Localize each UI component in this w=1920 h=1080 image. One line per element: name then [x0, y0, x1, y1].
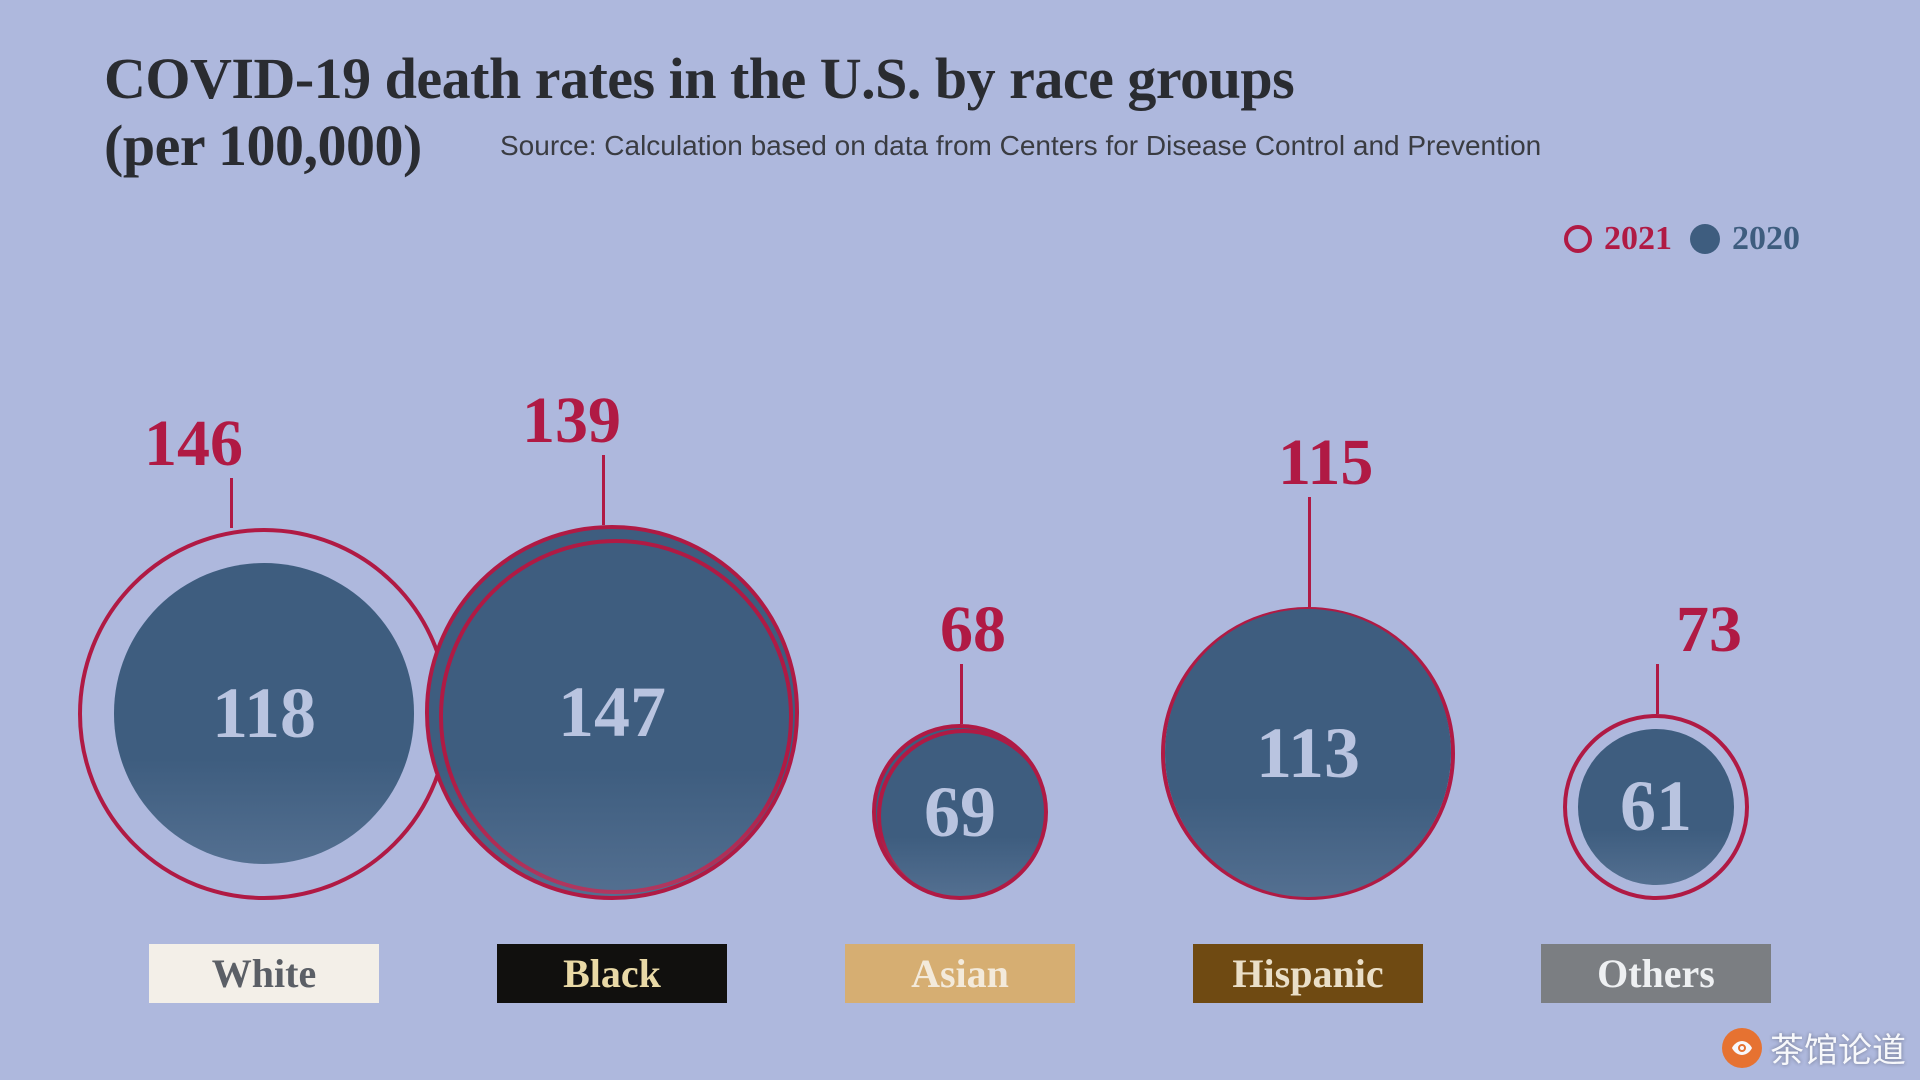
legend-label: 2021 [1604, 220, 1672, 258]
category-label-asian: Asian [845, 944, 1075, 1003]
label-cell: Asian [790, 944, 1130, 1003]
outer-ring: 61 [1563, 714, 1749, 900]
eye-icon [1730, 1036, 1754, 1060]
category-label-others: Others [1541, 944, 1771, 1003]
value-2020: 69 [924, 771, 996, 854]
value-2021: 139 [522, 383, 621, 459]
group-white: 118146 [94, 528, 434, 900]
group-asian: 6968 [790, 724, 1130, 900]
legend: 2021 2020 [1564, 220, 1800, 258]
label-cell: Others [1486, 944, 1826, 1003]
callout-stem [602, 455, 605, 525]
bubble-white: 118146 [78, 528, 450, 900]
label-cell: White [94, 944, 434, 1003]
label-cell: Hispanic [1138, 944, 1478, 1003]
bubble-others: 6173 [1563, 714, 1749, 900]
group-hispanic: 113115 [1138, 607, 1478, 900]
watermark-text: 茶馆论道 [1770, 1023, 1906, 1072]
title-line-1: COVID-19 death rates in the U.S. by race… [104, 46, 1294, 111]
value-2020: 147 [558, 671, 666, 754]
value-2020: 113 [1256, 712, 1360, 795]
bubble-asian: 6968 [872, 724, 1048, 900]
watermark: 茶馆论道 [1722, 1023, 1906, 1072]
callout-stem [1656, 664, 1659, 714]
label-cell: Black [442, 944, 782, 1003]
bubble-row: 11814614713969681131156173 [0, 400, 1920, 900]
bubble-black: 147139 [425, 525, 800, 900]
inner-fill: 69 [872, 724, 1048, 900]
value-2021: 68 [940, 592, 1006, 668]
chart-canvas: COVID-19 death rates in the U.S. by race… [0, 0, 1920, 1080]
inner-fill: 61 [1578, 729, 1734, 885]
legend-ring-icon [1564, 225, 1592, 253]
callout-stem [960, 664, 963, 724]
legend-item-2021: 2021 [1564, 220, 1672, 258]
legend-item-2020: 2020 [1690, 220, 1800, 258]
outer-ring: 118 [78, 528, 450, 900]
inner-fill: 118 [114, 563, 415, 864]
source-note: Source: Calculation based on data from C… [500, 130, 1541, 162]
callout-stem [230, 478, 233, 528]
category-label-hispanic: Hispanic [1193, 944, 1423, 1003]
legend-dot-icon [1690, 224, 1720, 254]
title-line-2: (per 100,000) [104, 113, 422, 178]
inner-fill: 113 [1165, 609, 1450, 897]
category-label-white: White [149, 944, 379, 1003]
group-black: 147139 [442, 525, 782, 900]
inner-fill: 147 [425, 525, 800, 900]
bubble-hispanic: 113115 [1161, 607, 1454, 900]
outer-ring: 113 [1161, 607, 1454, 900]
legend-label: 2020 [1732, 220, 1800, 258]
value-2021: 73 [1676, 592, 1742, 668]
watermark-icon [1722, 1028, 1762, 1068]
group-others: 6173 [1486, 714, 1826, 900]
value-2020: 118 [212, 672, 316, 755]
category-label-black: Black [497, 944, 727, 1003]
callout-stem [1308, 497, 1311, 607]
category-label-row: White Black Asian Hispanic Others [0, 944, 1920, 1003]
value-2020: 61 [1620, 765, 1692, 848]
value-2021: 115 [1278, 425, 1373, 501]
value-2021: 146 [144, 406, 243, 482]
